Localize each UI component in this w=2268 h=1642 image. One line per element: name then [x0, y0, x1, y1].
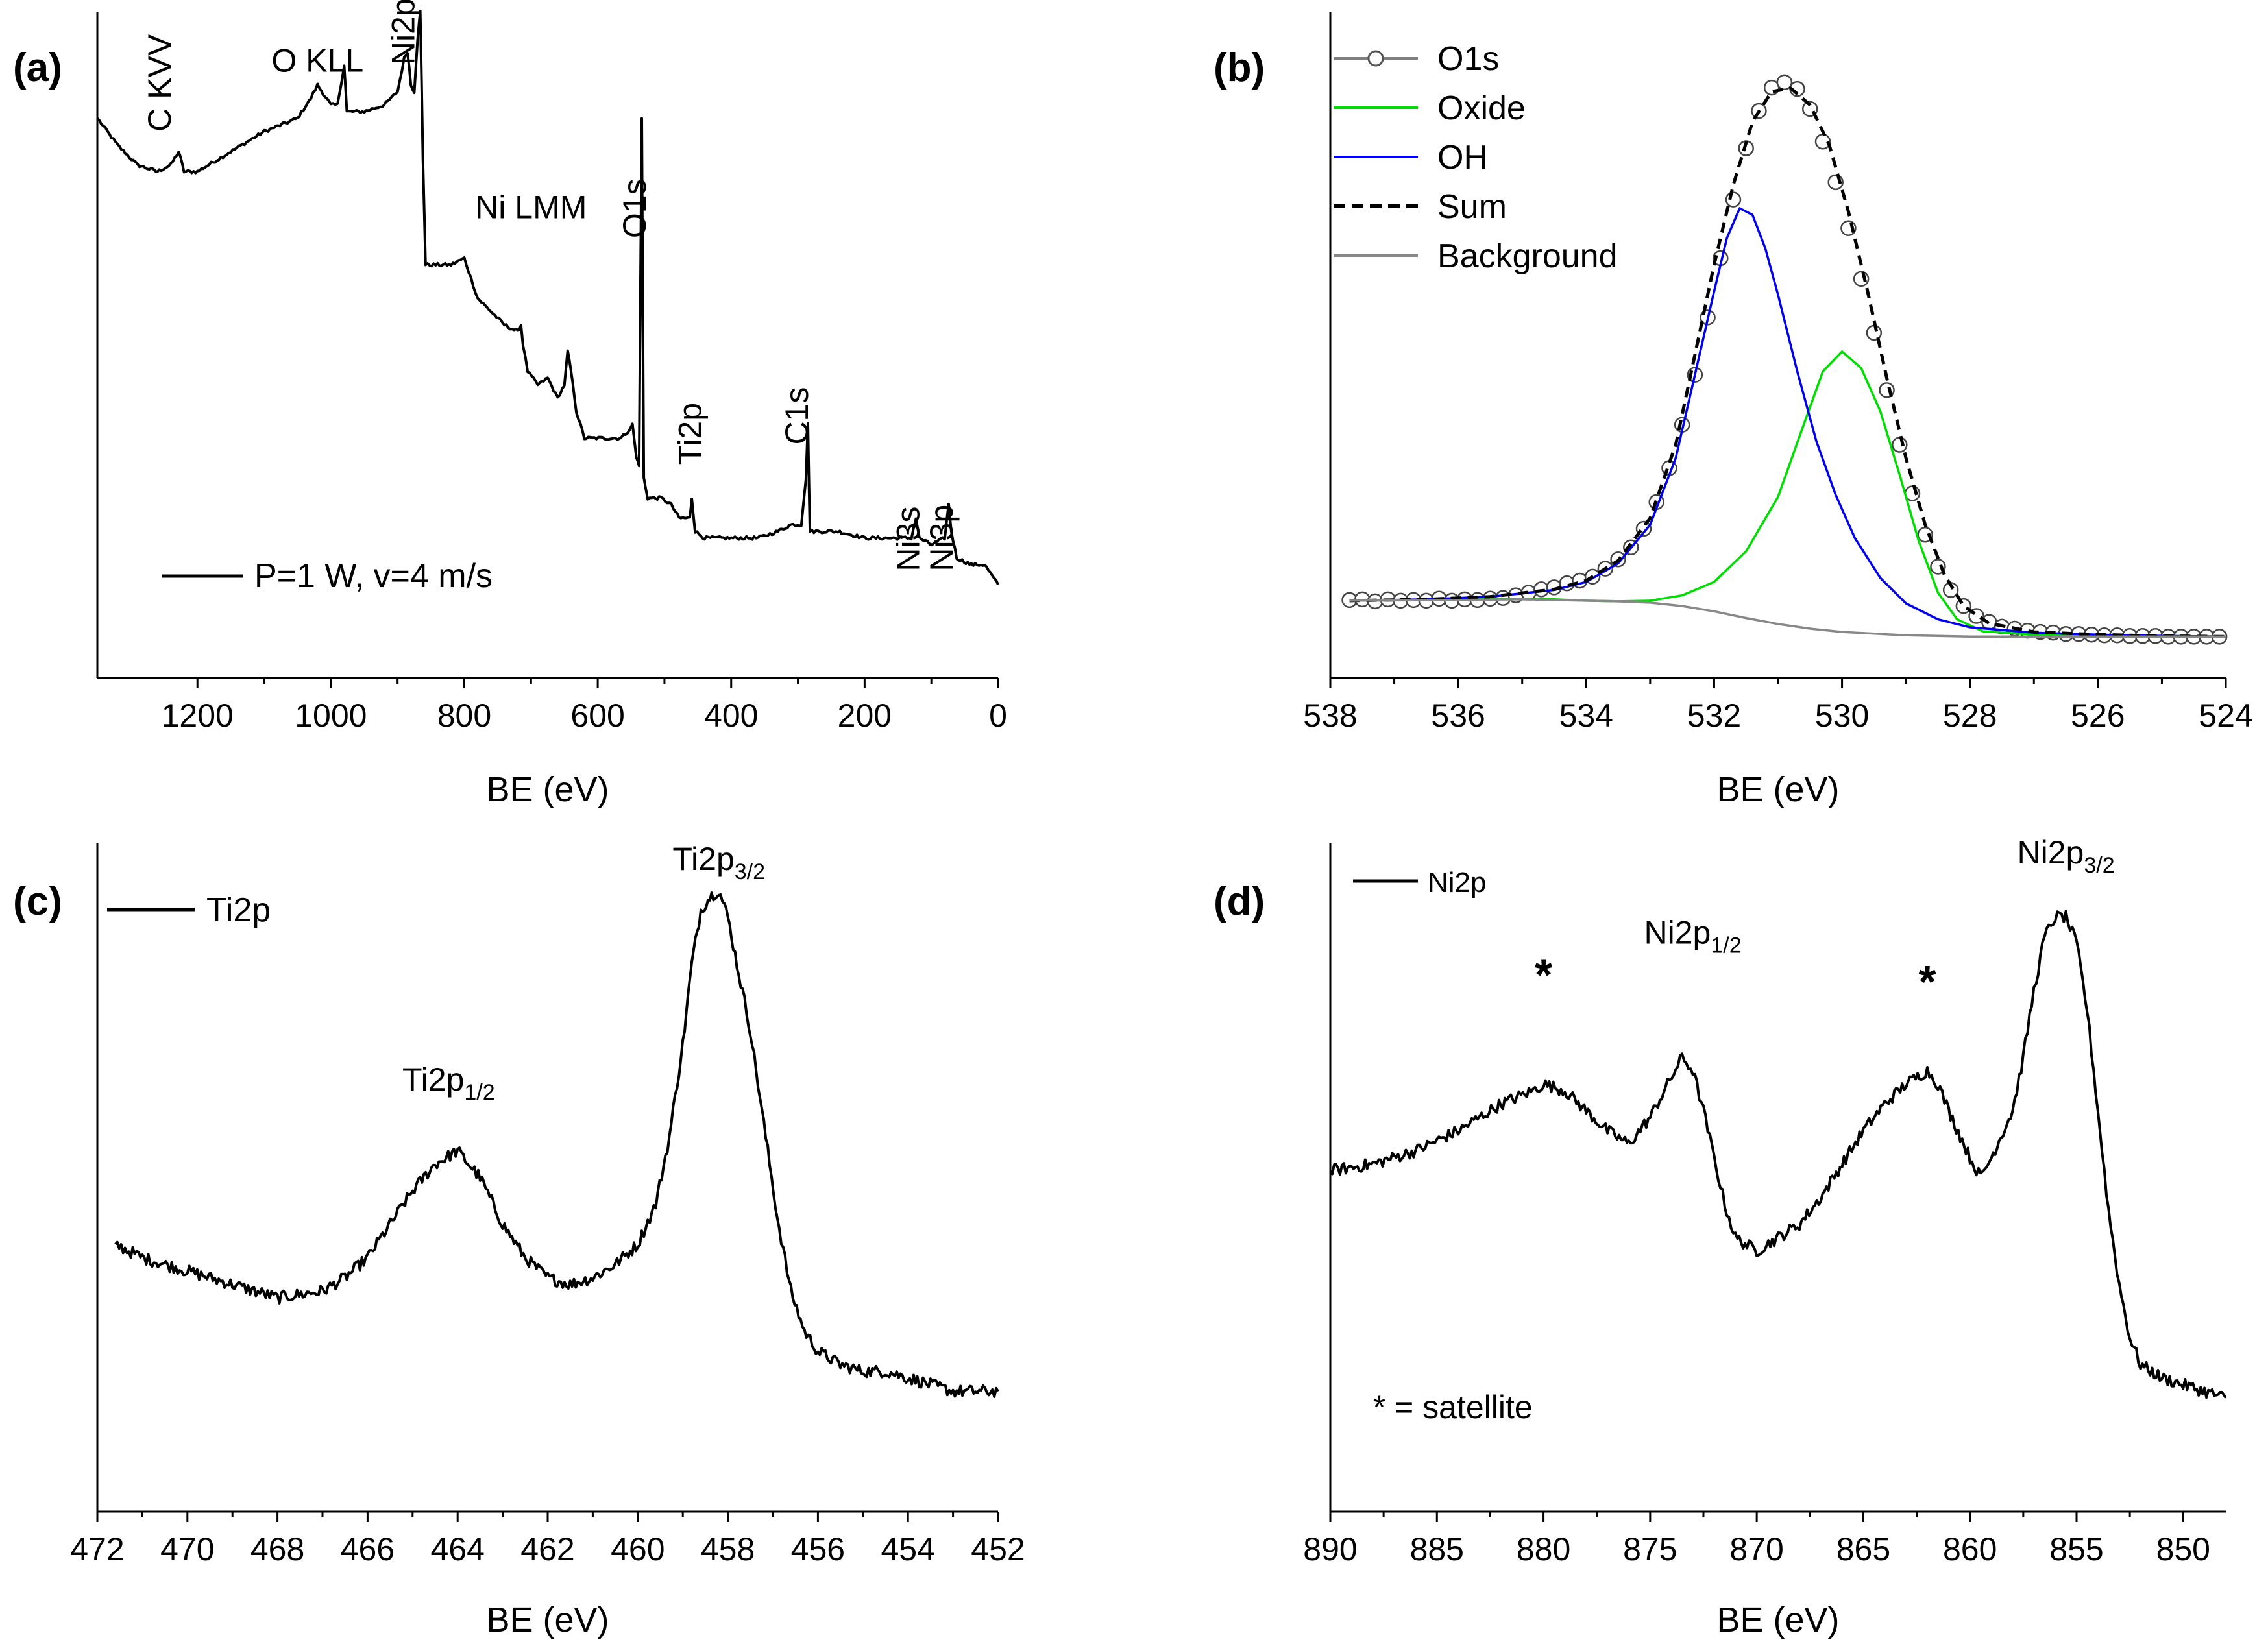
- panel-c-series: [114, 891, 999, 1398]
- panel-c-annotations: Ti2p1/2 Ti2p3/2: [402, 841, 765, 1105]
- o1s-data-point: [1776, 74, 1793, 91]
- x-tick-label: 454: [881, 1531, 934, 1567]
- x-tick-label: 1200: [162, 697, 234, 734]
- panel-label-d: (d): [1213, 879, 1265, 924]
- panel-label-c: (c): [13, 879, 62, 924]
- svg-text:Background: Background: [1437, 237, 1618, 275]
- svg-text:Sum: Sum: [1437, 188, 1507, 226]
- x-tick-label: 200: [838, 697, 892, 734]
- x-tick-label: 600: [570, 697, 624, 734]
- peak-label: Ti2p: [672, 403, 708, 465]
- x-tick-label: 885: [1410, 1531, 1464, 1567]
- x-tick-label: 536: [1431, 697, 1485, 734]
- peak-label: Ni3p: [923, 505, 960, 572]
- panel-d-annotations: Ni2p1/2 Ni2p3/2 * * * = satellite: [1373, 834, 2115, 1425]
- x-tick-label: 850: [2156, 1531, 2210, 1567]
- x-tick-label: 452: [971, 1531, 1025, 1567]
- x-tick-label: 462: [520, 1531, 574, 1567]
- x-tick-label: 855: [2049, 1531, 2103, 1567]
- panel-b: (b) 538 536 534 532 530 528 526 524 O1s Oxide O…: [1213, 12, 2253, 809]
- panel-b-x-axis-title: BE (eV): [1716, 770, 1839, 809]
- svg-text:OH: OH: [1437, 139, 1488, 176]
- x-tick-label: 0: [989, 697, 1007, 734]
- series-background: [1349, 598, 2226, 638]
- series-sum: [1349, 86, 2226, 638]
- x-tick-label: 532: [1687, 697, 1741, 734]
- x-tick-label: 472: [70, 1531, 124, 1567]
- x-tick-label: 400: [704, 697, 758, 734]
- panel-d-legend-label: Ni2p: [1428, 867, 1487, 899]
- legend-item-background: Background: [1334, 237, 1618, 275]
- svg-text:O1s: O1s: [1437, 40, 1499, 78]
- peak-label: Ni2p: [385, 0, 421, 65]
- peak-label: C1s: [779, 387, 815, 445]
- satellite-marker: *: [1918, 956, 1936, 1007]
- legend-item-oxide: Oxide: [1334, 90, 1526, 127]
- peak-label: Ni2p3/2: [2018, 834, 2115, 878]
- legend-item-oh: OH: [1334, 139, 1488, 176]
- panel-b-legend: O1s Oxide OH Sum Background: [1334, 40, 1618, 275]
- x-tick-label: 880: [1517, 1531, 1570, 1567]
- x-tick-label: 538: [1303, 697, 1357, 734]
- x-tick-label: 456: [791, 1531, 845, 1567]
- legend-item-sum: Sum: [1334, 188, 1507, 226]
- satellite-note: * = satellite: [1373, 1389, 1533, 1425]
- x-tick-label: 458: [701, 1531, 755, 1567]
- peak-label: O1s: [616, 178, 653, 238]
- x-tick-label: 865: [1836, 1531, 1890, 1567]
- x-tick-label: 526: [2071, 697, 2125, 734]
- series-ti2p: [114, 891, 999, 1398]
- x-tick-label: 464: [430, 1531, 484, 1567]
- panel-c-ticks: 472 470 468 466 464 462 460 458 456 454 452: [70, 1512, 1025, 1567]
- svg-text:Oxide: Oxide: [1437, 90, 1526, 127]
- x-tick-label: 470: [160, 1531, 214, 1567]
- peak-label: Ni3s: [890, 507, 927, 572]
- x-tick-label: 466: [341, 1531, 395, 1567]
- panel-c-x-axis-title: BE (eV): [486, 1600, 609, 1639]
- series-oh: [1349, 207, 2226, 638]
- x-tick-label: 875: [1623, 1531, 1677, 1567]
- peak-label: Ni LMM: [475, 189, 587, 225]
- peak-label: Ni2p1/2: [1644, 915, 1742, 958]
- panel-d: (d) 890 885 880 875 870 865 860 855 850 Ni2p1/2N…: [1213, 834, 2227, 1639]
- panel-label-a: (a): [13, 45, 62, 90]
- x-tick-label: 1000: [295, 697, 367, 734]
- x-tick-label: 800: [437, 697, 491, 734]
- satellite-marker: *: [1535, 950, 1553, 1000]
- panel-c-legend-label: Ti2p: [206, 891, 271, 929]
- x-tick-label: 534: [1559, 697, 1613, 734]
- x-tick-label: 870: [1729, 1531, 1783, 1567]
- peak-label: Ti2p1/2: [402, 1061, 495, 1105]
- x-tick-label: 530: [1815, 697, 1869, 734]
- series-p-1-w-v-4-m-s: [96, 9, 999, 586]
- x-tick-label: 860: [1943, 1531, 1997, 1567]
- panel-label-b: (b): [1213, 45, 1265, 90]
- peak-label: Ti2p3/2: [672, 841, 765, 884]
- panel-a: (a) 1200 1000 800 600 400 200 0 C KVV O KLL Ni2p…: [13, 0, 1007, 809]
- x-tick-label: 890: [1303, 1531, 1357, 1567]
- x-tick-label: 460: [611, 1531, 665, 1567]
- panel-a-ticks: 1200 1000 800 600 400 200 0: [162, 678, 1007, 734]
- panel-c: (c) 472 470 468 466 464 462 460 458 456 454 452 Ti…: [13, 841, 1025, 1639]
- peak-label: O KLL: [271, 42, 363, 78]
- panel-a-series: [96, 9, 999, 586]
- o1s-data-point: [1725, 191, 1742, 208]
- o1s-data-point: [1892, 437, 1908, 453]
- peak-label: C KVV: [141, 34, 178, 132]
- panel-d-x-axis-title: BE (eV): [1716, 1600, 1839, 1639]
- panel-b-ticks: 538 536 534 532 530 528 526 524: [1303, 678, 2253, 734]
- panel-d-ticks: 890 885 880 875 870 865 860 855 850: [1303, 1512, 2210, 1567]
- x-tick-label: 528: [1943, 697, 1997, 734]
- panel-d-series: [1329, 910, 2227, 1399]
- panel-b-series: [1341, 74, 2228, 645]
- panel-a-legend-label: P=1 W, v=4 m/s: [254, 557, 493, 595]
- x-tick-label: 468: [250, 1531, 304, 1567]
- series-ni2p: [1329, 910, 2227, 1399]
- panel-a-x-axis-title: BE (eV): [486, 770, 609, 809]
- x-tick-label: 524: [2199, 697, 2252, 734]
- legend-item-o1s: O1s: [1334, 40, 1499, 78]
